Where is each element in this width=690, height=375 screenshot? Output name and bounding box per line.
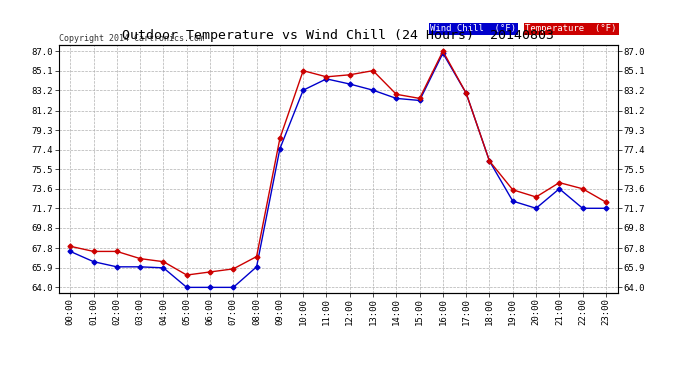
Text: Wind Chill  (°F): Wind Chill (°F) — [431, 24, 516, 33]
Text: Temperature  (°F): Temperature (°F) — [525, 24, 617, 33]
Title: Outdoor Temperature vs Wind Chill (24 Hours)  20140803: Outdoor Temperature vs Wind Chill (24 Ho… — [122, 30, 554, 42]
Text: Copyright 2014 Cartronics.com: Copyright 2014 Cartronics.com — [59, 33, 204, 42]
